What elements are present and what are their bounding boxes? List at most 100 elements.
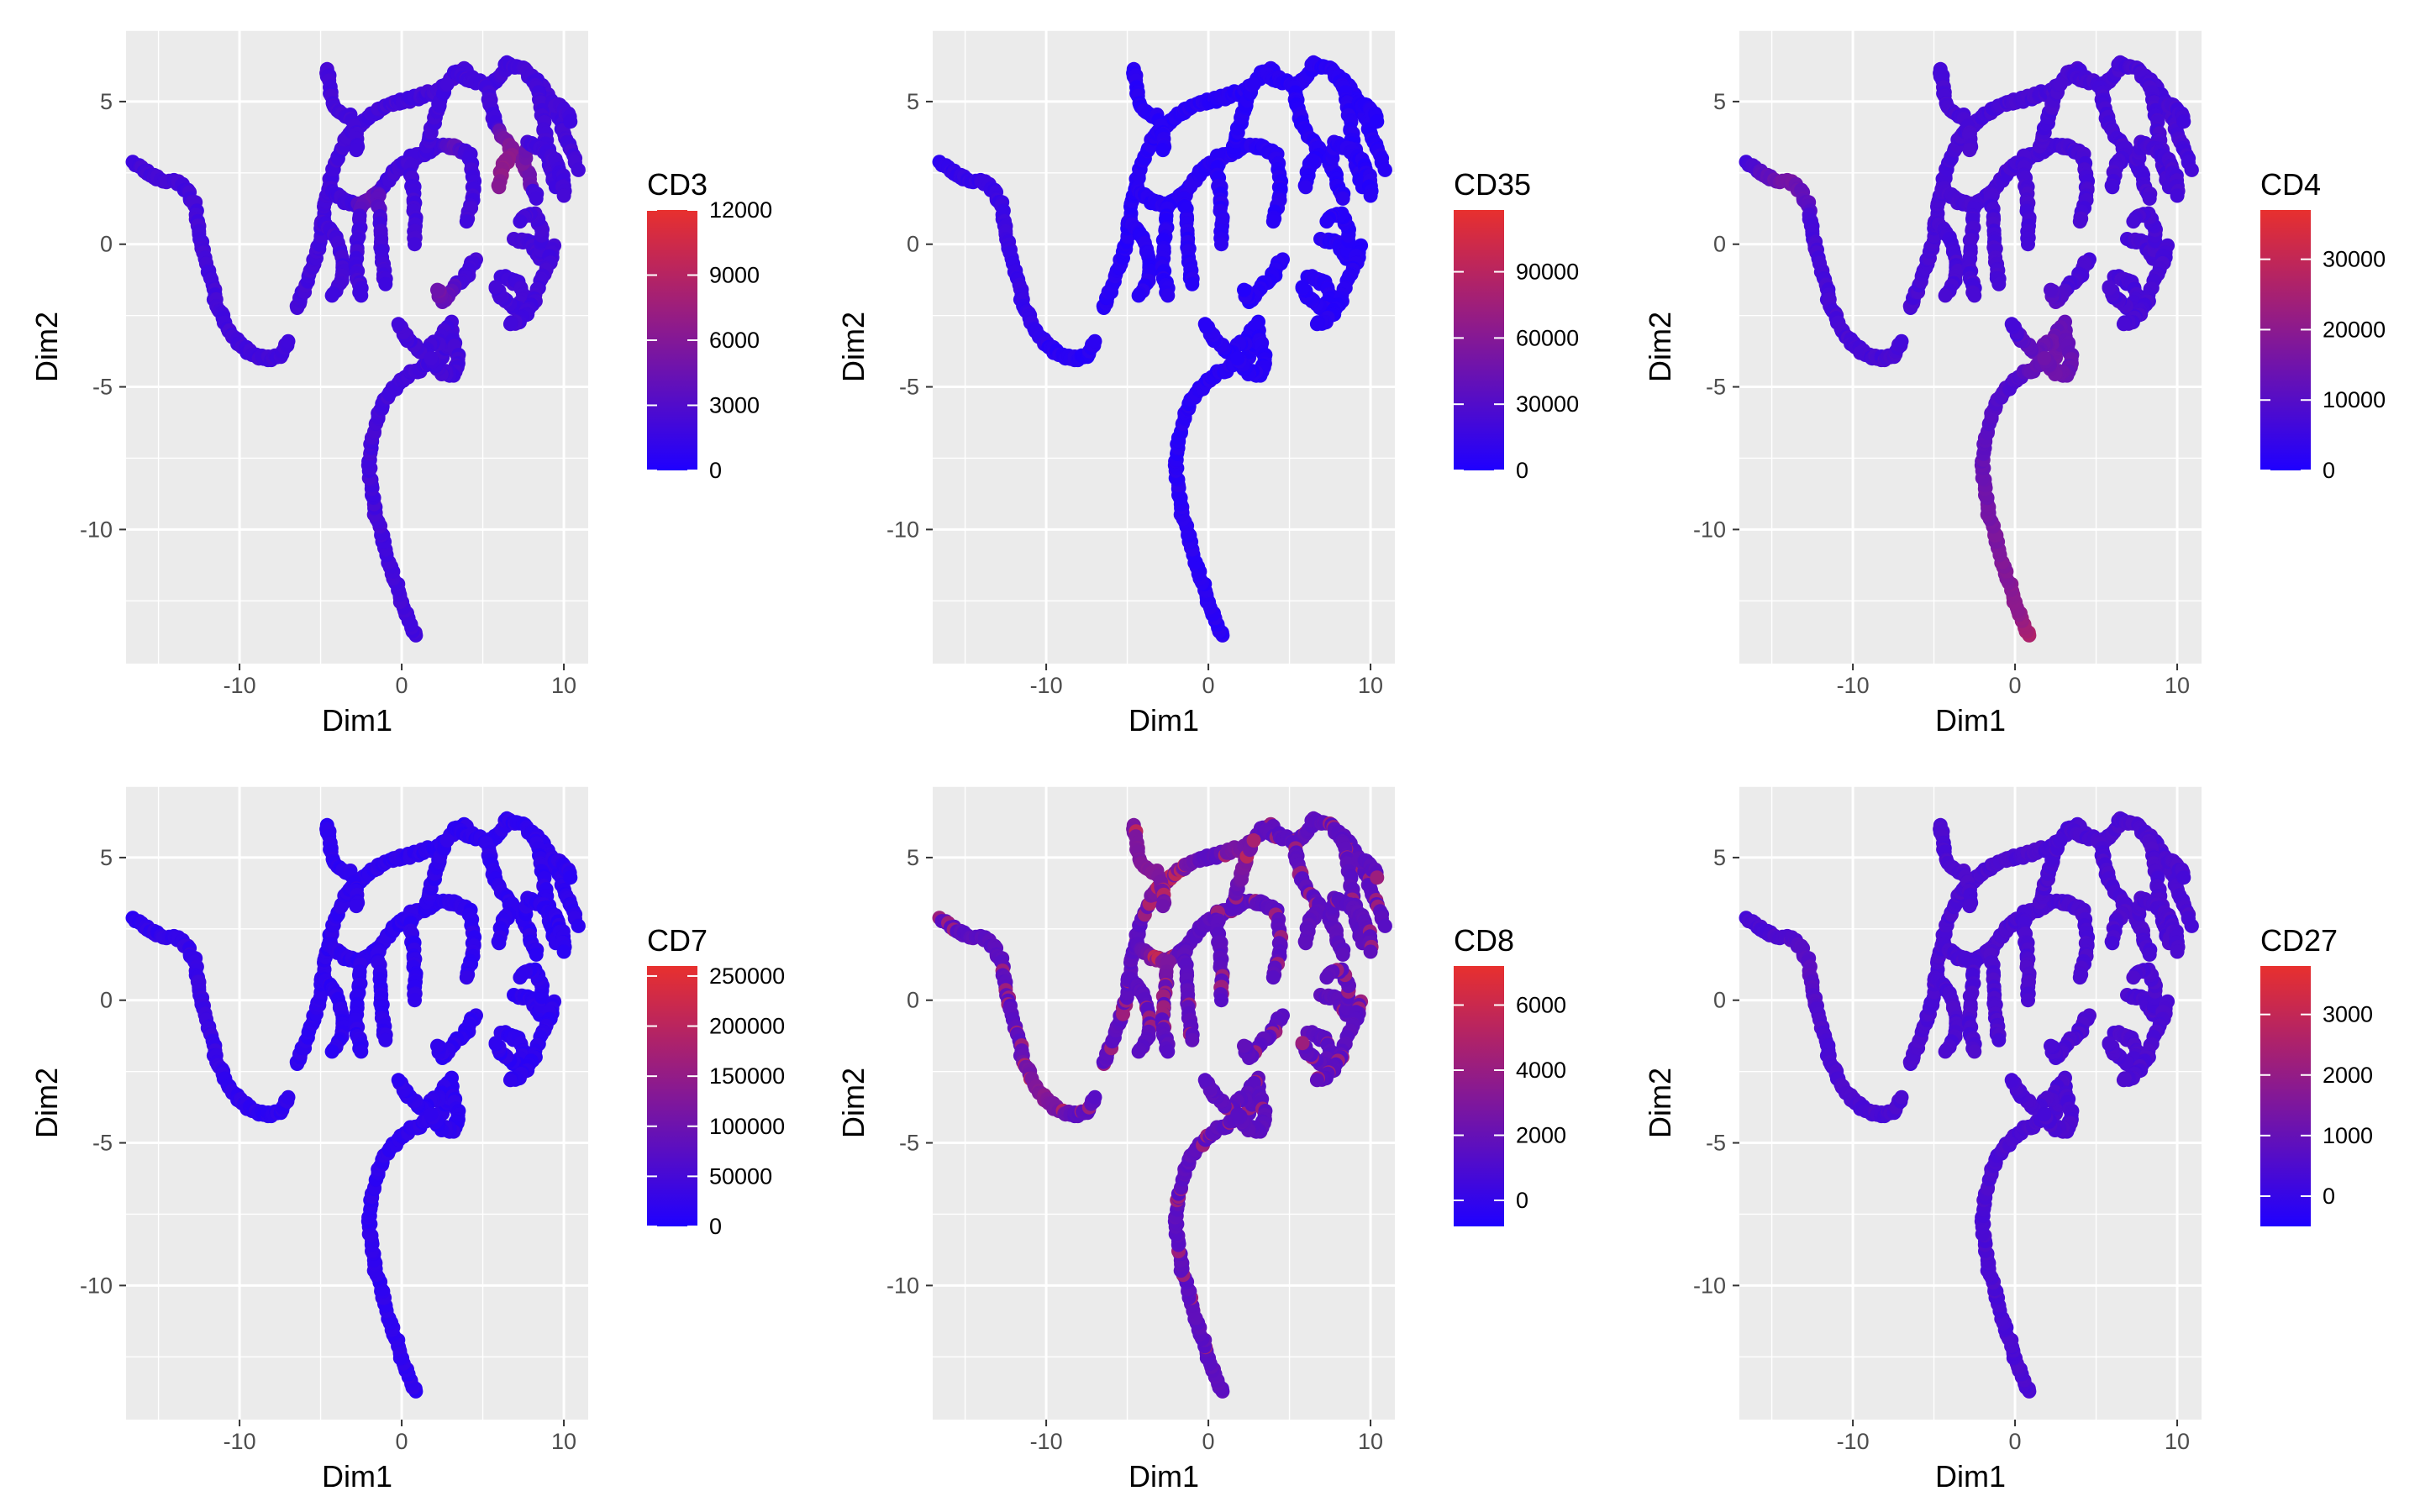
x-tick-label: -10 bbox=[224, 673, 256, 698]
y-tick-label: -5 bbox=[1706, 375, 1726, 400]
data-point bbox=[2176, 114, 2191, 129]
data-point bbox=[391, 1073, 406, 1088]
data-point bbox=[571, 162, 586, 177]
data-point bbox=[424, 1107, 439, 1122]
data-point bbox=[1087, 333, 1102, 349]
legend-tick-label: 250000 bbox=[709, 963, 785, 989]
data-point bbox=[439, 77, 455, 92]
legend-tick-label: 20000 bbox=[2323, 317, 2386, 342]
data-point bbox=[1197, 1073, 1213, 1088]
legend-tick-label: 0 bbox=[1516, 458, 1528, 483]
legend-tick-label: 12000 bbox=[709, 197, 772, 223]
y-tick-label: 0 bbox=[100, 232, 113, 257]
data-point bbox=[459, 970, 474, 985]
data-point bbox=[408, 237, 422, 252]
data-point bbox=[354, 1044, 369, 1059]
data-point bbox=[1991, 276, 2007, 291]
data-point bbox=[2102, 280, 2117, 295]
data-point bbox=[502, 317, 518, 332]
legend-tick-label: 100000 bbox=[709, 1114, 785, 1139]
data-point bbox=[2170, 188, 2185, 203]
x-axis-title: Dim1 bbox=[322, 1459, 392, 1494]
x-tick-label: 10 bbox=[551, 1429, 576, 1454]
x-tick-label: 10 bbox=[2165, 673, 2190, 698]
legend-colorbar bbox=[1454, 210, 1504, 470]
legend-colorbar bbox=[2260, 210, 2311, 470]
x-axis-title: Dim1 bbox=[1935, 703, 2006, 738]
legend-tick-label: 9000 bbox=[709, 263, 760, 288]
x-axis-title: Dim1 bbox=[1128, 703, 1199, 738]
data-point bbox=[1962, 143, 1977, 158]
legend-title: CD4 bbox=[2260, 167, 2321, 202]
y-axis-title: Dim2 bbox=[1643, 312, 1677, 382]
y-tick-label: 0 bbox=[1713, 232, 1726, 257]
data-point bbox=[1309, 317, 1324, 332]
data-point bbox=[1185, 276, 1200, 291]
data-point bbox=[408, 993, 422, 1008]
y-tick-label: 5 bbox=[100, 845, 113, 870]
data-point bbox=[2184, 162, 2199, 177]
data-point bbox=[2021, 237, 2035, 252]
scatter-plot: -10 0 1050-5-10Dim1Dim2CD31200090006000300… bbox=[29, 29, 772, 738]
data-point bbox=[1265, 214, 1281, 229]
data-point bbox=[424, 351, 439, 366]
legend-tick-label: 90000 bbox=[1516, 260, 1579, 285]
y-tick-label: -5 bbox=[899, 375, 919, 400]
data-point bbox=[459, 214, 474, 229]
data-point bbox=[430, 282, 445, 297]
data-point bbox=[2004, 317, 2019, 332]
data-point bbox=[2037, 351, 2052, 366]
legend-title: CD7 bbox=[647, 923, 708, 958]
data-point bbox=[529, 191, 544, 206]
legend-tick-label: 0 bbox=[2323, 458, 2335, 483]
data-point bbox=[1160, 1044, 1176, 1059]
data-point bbox=[324, 288, 339, 303]
legend-tick-label: 30000 bbox=[1516, 391, 1579, 417]
data-point bbox=[563, 870, 578, 885]
data-point bbox=[1938, 288, 1953, 303]
scatter-plot: -10 0 1050-5-10Dim1Dim2CD35900006000030000… bbox=[836, 29, 1579, 738]
data-point bbox=[1197, 317, 1213, 332]
data-point bbox=[2105, 180, 2120, 195]
x-tick-label: 10 bbox=[1358, 673, 1383, 698]
x-tick-label: 0 bbox=[1202, 673, 1215, 698]
y-tick-label: 5 bbox=[100, 89, 113, 114]
legend-tick-label: 50000 bbox=[709, 1163, 772, 1189]
legend-tick-label: 60000 bbox=[1516, 325, 1579, 350]
legend-tick-label: 200000 bbox=[709, 1014, 785, 1039]
data-point bbox=[378, 276, 393, 291]
chart-panel-cd8: -10 0 10 5 0 -5 -10 Dim1 Dim2 CD8 6000 4000 2000 0 bbox=[807, 756, 1613, 1512]
legend-tick-label: 0 bbox=[709, 1214, 722, 1239]
x-axis-title: Dim1 bbox=[322, 703, 392, 738]
data-point bbox=[324, 1044, 339, 1059]
legend-title: CD3 bbox=[647, 167, 708, 202]
data-point bbox=[492, 936, 507, 951]
y-tick-label: -10 bbox=[1693, 517, 1726, 542]
data-point bbox=[2072, 214, 2087, 229]
data-point bbox=[1160, 288, 1176, 303]
data-point bbox=[430, 1038, 445, 1053]
data-point bbox=[1265, 970, 1281, 985]
legend-tick-label: 6000 bbox=[709, 328, 760, 353]
y-tick-label: -10 bbox=[80, 517, 113, 542]
data-point bbox=[281, 333, 296, 349]
y-tick-label: 0 bbox=[907, 232, 919, 257]
y-tick-label: 5 bbox=[1713, 89, 1726, 114]
data-point bbox=[1214, 237, 1228, 252]
chart-panel-cd35: -10 0 10 5 0 -5 -10 Dim1 Dim2 CD35 90000 60000 30000… bbox=[807, 0, 1613, 756]
data-point bbox=[1295, 280, 1310, 295]
data-point bbox=[1230, 1107, 1245, 1122]
data-point bbox=[439, 833, 455, 848]
data-point bbox=[556, 188, 571, 203]
data-point bbox=[529, 947, 544, 962]
data-point bbox=[349, 143, 364, 158]
chart-panel-cd3: -10 0 10 5 0 -5 -10 Dim1 Dim2 CD3 12000 9000 6000 300… bbox=[0, 0, 807, 756]
data-point bbox=[1298, 180, 1313, 195]
scatter-plot: -10 0 1050-5-10Dim1Dim2CD72500002000001500… bbox=[29, 785, 785, 1494]
data-point bbox=[1894, 333, 1909, 349]
legend-tick-label: 10000 bbox=[2323, 387, 2386, 412]
data-point bbox=[1377, 162, 1392, 177]
data-point bbox=[1155, 143, 1171, 158]
